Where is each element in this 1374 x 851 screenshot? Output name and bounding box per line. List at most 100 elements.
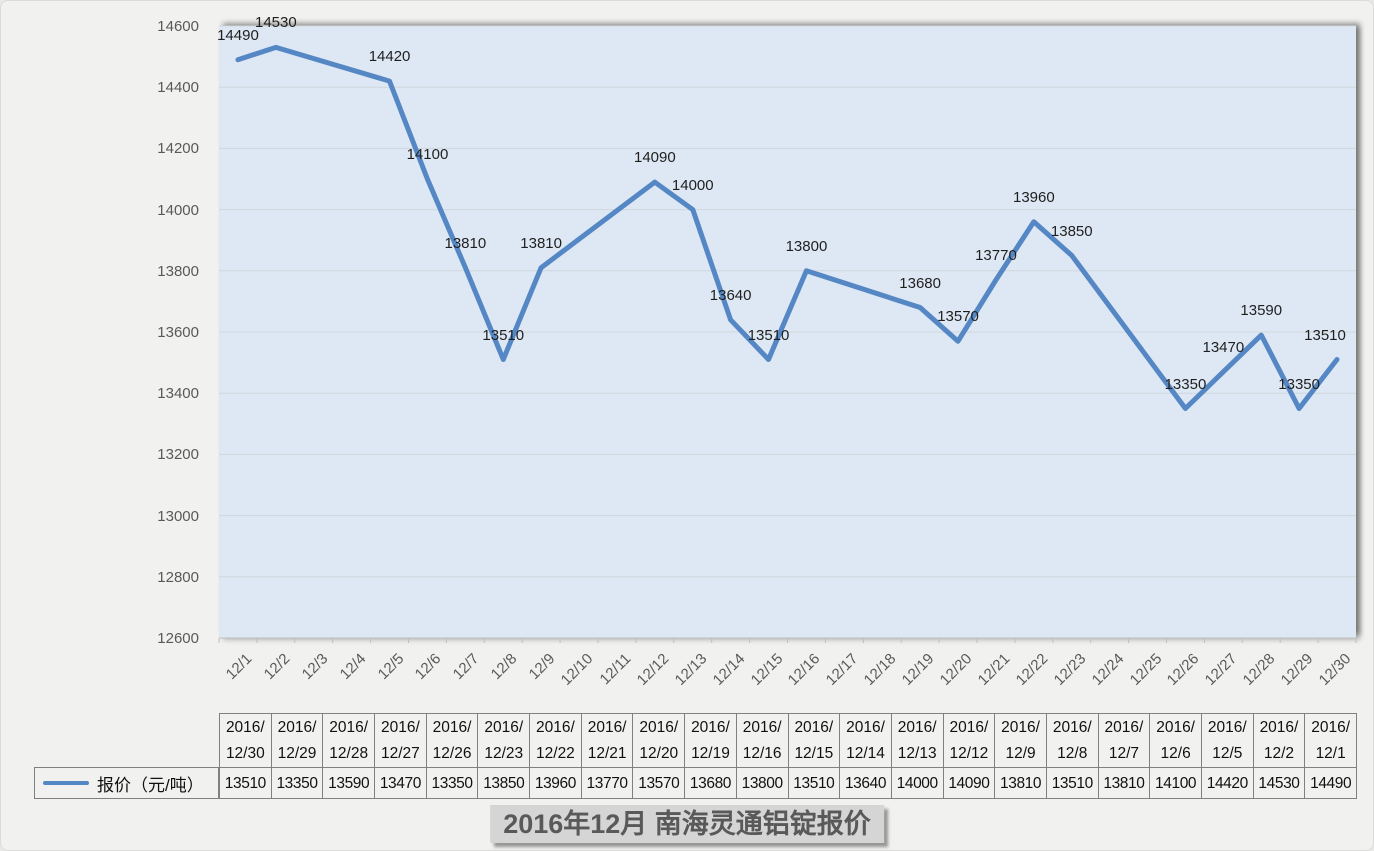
table-header-date: 12/6 — [1160, 745, 1191, 762]
y-axis-label: 13800 — [157, 262, 199, 280]
data-point-label: 13850 — [1050, 222, 1093, 240]
y-axis-label: 13400 — [157, 385, 199, 403]
data-point-label: 13960 — [1012, 188, 1055, 206]
table-header-year: 2016/ — [432, 719, 472, 736]
table-header-cell: 2016/12/22 — [530, 714, 582, 768]
table-header-date: 12/14 — [846, 745, 885, 762]
table-header-cell: 2016/12/14 — [840, 714, 892, 768]
table-header-date: 12/28 — [329, 745, 369, 762]
chart-title: 2016年12月 南海灵通铝锭报价 — [490, 805, 884, 843]
table-header-year: 2016/ — [329, 719, 369, 736]
table-header-cell: 2016/12/27 — [375, 714, 427, 768]
table-header-date: 12/21 — [587, 745, 627, 762]
table-header-year: 2016/ — [277, 719, 317, 736]
table-header-cell: 2016/12/12 — [943, 714, 996, 768]
table-header-year: 2016/ — [484, 719, 524, 736]
data-point-label: 14100 — [406, 146, 449, 163]
table-header-year: 2016/ — [639, 719, 679, 736]
table-header-cell: 2016/12/5 — [1201, 714, 1254, 768]
table-value-cell: 13770 — [581, 768, 634, 799]
table-header-year: 2016/ — [1259, 719, 1299, 736]
table-value-cell: 14530 — [1253, 768, 1306, 799]
table-header-cell: 2016/12/28 — [323, 714, 376, 768]
table-header-year: 2016/ — [1311, 719, 1351, 736]
y-axis-label: 13600 — [157, 324, 199, 341]
table-header-cell: 2016/12/21 — [581, 714, 634, 768]
table-value-cell: 13510 — [1046, 768, 1099, 799]
table-value-cell: 13570 — [633, 768, 686, 799]
y-axis-label: 13000 — [157, 507, 199, 525]
table-header-date: 12/12 — [949, 745, 989, 762]
data-point-label: 13350 — [1164, 375, 1207, 393]
table-header-year: 2016/ — [225, 719, 265, 736]
table-value-cell: 14090 — [943, 768, 996, 799]
table-value-cell: 14490 — [1305, 768, 1357, 799]
table-header-cell: 2016/12/20 — [633, 714, 686, 768]
table-header-date: 12/23 — [484, 745, 524, 762]
table-header-date: 12/19 — [691, 745, 730, 762]
table-header-date: 12/30 — [225, 745, 265, 762]
table-value-cell: 13510 — [220, 768, 272, 799]
table-header-date: 12/20 — [639, 745, 679, 762]
table-header-cell: 2016/12/13 — [891, 714, 944, 768]
table-value-cell: 14420 — [1201, 768, 1254, 799]
data-point-label: 13590 — [1240, 302, 1283, 320]
data-point-label: 13640 — [709, 286, 752, 304]
series-line-icon — [43, 781, 89, 785]
legend-label: 报价（元/吨） — [97, 775, 204, 795]
table-value-cell: 13350 — [426, 768, 479, 799]
y-axis-label: 12800 — [157, 568, 199, 586]
data-point-label: 13510 — [747, 326, 790, 344]
table-header-date: 12/16 — [742, 745, 782, 762]
table-value-cell: 13470 — [375, 768, 427, 799]
table-header-cell: 2016/12/30 — [220, 714, 272, 768]
data-point-label: 13350 — [1278, 375, 1320, 393]
price-line-series — [235, 44, 1340, 411]
table-header-cell: 2016/12/29 — [271, 714, 324, 768]
table-header-date: 12/5 — [1212, 745, 1243, 762]
table-value-cell: 13960 — [530, 768, 582, 799]
table-value-cell: 13350 — [271, 768, 324, 799]
table-header-date: 12/1 — [1315, 745, 1346, 762]
y-axis-label: 13200 — [157, 446, 199, 464]
table-header-date: 12/13 — [897, 745, 937, 762]
data-point-label: 14420 — [368, 48, 411, 66]
data-point-label: 14000 — [671, 176, 714, 194]
table-value-cell: 14100 — [1150, 768, 1202, 799]
table-header-date: 12/2 — [1263, 745, 1295, 762]
table-header-date: 12/27 — [380, 745, 420, 762]
data-point-label: 14090 — [633, 149, 676, 167]
y-axis-label: 14400 — [157, 79, 199, 97]
table-header-cell: 2016/12/26 — [426, 714, 479, 768]
table-header-year: 2016/ — [536, 719, 575, 736]
y-axis-label: 14200 — [157, 140, 199, 158]
table-header-year: 2016/ — [1104, 719, 1144, 736]
data-point-label: 14530 — [254, 14, 297, 32]
table-header-date: 12/29 — [277, 745, 317, 762]
table-header-date: 12/15 — [794, 745, 834, 762]
table-header-year: 2016/ — [1052, 719, 1092, 736]
table-header-year: 2016/ — [380, 719, 420, 736]
table-header-cell: 2016/12/23 — [478, 714, 531, 768]
table-header-year: 2016/ — [794, 719, 834, 736]
table-header-year: 2016/ — [587, 719, 627, 736]
table-header-cell: 2016/12/2 — [1253, 714, 1306, 768]
table-header-year: 2016/ — [1207, 719, 1247, 736]
table-value-cell: 13680 — [685, 768, 737, 799]
data-point-label: 13810 — [520, 234, 562, 252]
table-header-year: 2016/ — [846, 719, 885, 736]
table-value-cell: 14000 — [891, 768, 944, 799]
data-point-label: 13680 — [899, 274, 941, 292]
table-value-cell: 13810 — [1098, 768, 1151, 799]
data-point-label: 13570 — [937, 308, 979, 326]
table-header-year: 2016/ — [691, 719, 730, 736]
table-header-date: 12/8 — [1057, 745, 1088, 762]
data-point-label: 14490 — [217, 26, 259, 44]
table-value-cell: 13850 — [478, 768, 531, 799]
table-header-year: 2016/ — [1156, 719, 1195, 736]
table-value-cell: 13590 — [323, 768, 376, 799]
table-header-date: 12/22 — [536, 745, 575, 762]
table-header-cell: 2016/12/6 — [1150, 714, 1202, 768]
data-point-label: 13470 — [1202, 338, 1245, 356]
